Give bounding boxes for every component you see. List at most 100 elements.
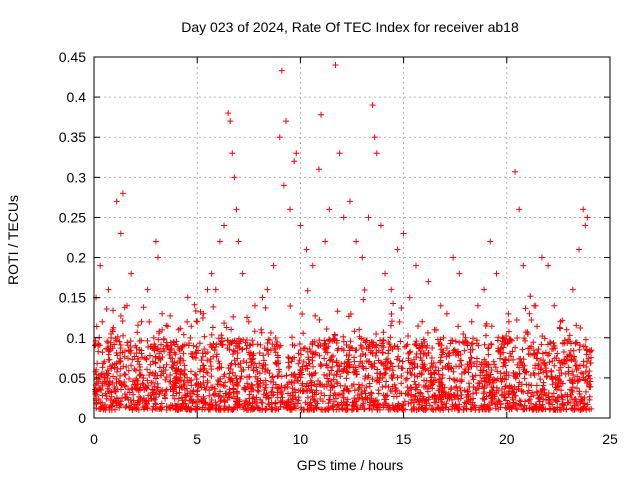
data-point	[483, 320, 490, 327]
data-point	[169, 392, 176, 399]
data-point	[550, 390, 557, 397]
data-point	[229, 406, 236, 413]
data-point	[516, 370, 523, 377]
data-point	[246, 373, 253, 380]
data-point	[291, 158, 298, 165]
data-point	[411, 372, 418, 379]
data-point	[227, 378, 234, 385]
data-point	[570, 372, 577, 379]
data-point	[187, 377, 193, 384]
data-point	[371, 134, 378, 141]
data-point	[244, 380, 251, 387]
data-point	[470, 335, 477, 342]
data-point	[99, 364, 106, 371]
data-point	[389, 363, 396, 370]
data-point	[474, 385, 481, 392]
data-point	[329, 352, 336, 359]
data-point	[457, 395, 464, 402]
data-point	[188, 368, 195, 375]
data-point	[525, 381, 532, 388]
data-point	[423, 344, 430, 351]
data-point	[527, 351, 534, 358]
data-point	[417, 389, 424, 396]
data-point	[157, 348, 164, 355]
data-point	[556, 324, 563, 331]
data-point	[218, 338, 225, 345]
data-point	[416, 397, 423, 404]
data-point	[582, 336, 589, 343]
data-point	[150, 389, 157, 396]
data-point	[104, 367, 111, 374]
data-point	[147, 392, 154, 399]
data-point	[143, 356, 150, 363]
data-point	[554, 382, 561, 389]
data-point	[114, 365, 121, 372]
data-point	[169, 364, 176, 371]
data-point	[328, 367, 335, 374]
data-point	[389, 375, 396, 382]
data-point	[267, 378, 274, 385]
data-point	[450, 392, 457, 399]
data-point	[362, 373, 369, 380]
data-point	[541, 360, 548, 367]
data-point	[95, 348, 102, 355]
data-point	[152, 238, 159, 245]
data-point	[185, 342, 192, 349]
data-point	[342, 406, 349, 413]
data-point	[167, 378, 174, 385]
data-point	[414, 363, 421, 370]
data-point	[309, 262, 316, 269]
data-point	[338, 405, 345, 412]
data-point	[417, 354, 424, 361]
data-point	[103, 395, 110, 402]
data-point	[221, 371, 228, 378]
data-point	[195, 347, 202, 354]
data-point	[283, 372, 290, 379]
data-point	[429, 381, 436, 388]
data-point	[405, 400, 412, 407]
data-point	[401, 343, 408, 350]
data-point	[394, 356, 401, 363]
data-point	[412, 386, 419, 393]
data-point	[214, 377, 221, 384]
data-point	[317, 342, 324, 349]
data-point	[208, 331, 215, 338]
data-point	[500, 394, 507, 401]
data-point	[467, 346, 474, 353]
data-point	[488, 323, 495, 330]
data-point	[100, 371, 107, 378]
data-point	[586, 406, 593, 413]
data-point	[392, 403, 399, 410]
data-point	[313, 391, 320, 398]
data-point	[299, 363, 306, 370]
data-point	[287, 401, 294, 408]
data-point	[465, 369, 472, 376]
data-point	[321, 355, 328, 362]
data-point	[221, 320, 228, 327]
data-point	[451, 346, 458, 353]
data-point	[249, 337, 256, 344]
data-point	[255, 384, 262, 391]
data-point	[341, 360, 348, 367]
x-tick-label: 20	[499, 431, 515, 447]
data-point	[147, 395, 154, 402]
data-point	[461, 347, 468, 354]
data-point	[108, 402, 115, 409]
data-point	[163, 374, 170, 381]
data-point	[340, 367, 347, 374]
data-point	[458, 362, 465, 369]
data-point	[230, 382, 237, 389]
data-point	[178, 368, 185, 375]
data-point	[357, 358, 364, 365]
data-point	[161, 335, 168, 342]
data-point	[420, 336, 427, 343]
data-point	[439, 349, 446, 356]
data-point	[309, 357, 316, 364]
data-point	[518, 403, 525, 410]
data-point	[368, 338, 375, 345]
data-point	[475, 380, 482, 387]
data-point	[268, 405, 275, 412]
data-point	[434, 336, 441, 343]
data-point	[559, 400, 566, 407]
data-point	[321, 371, 328, 378]
